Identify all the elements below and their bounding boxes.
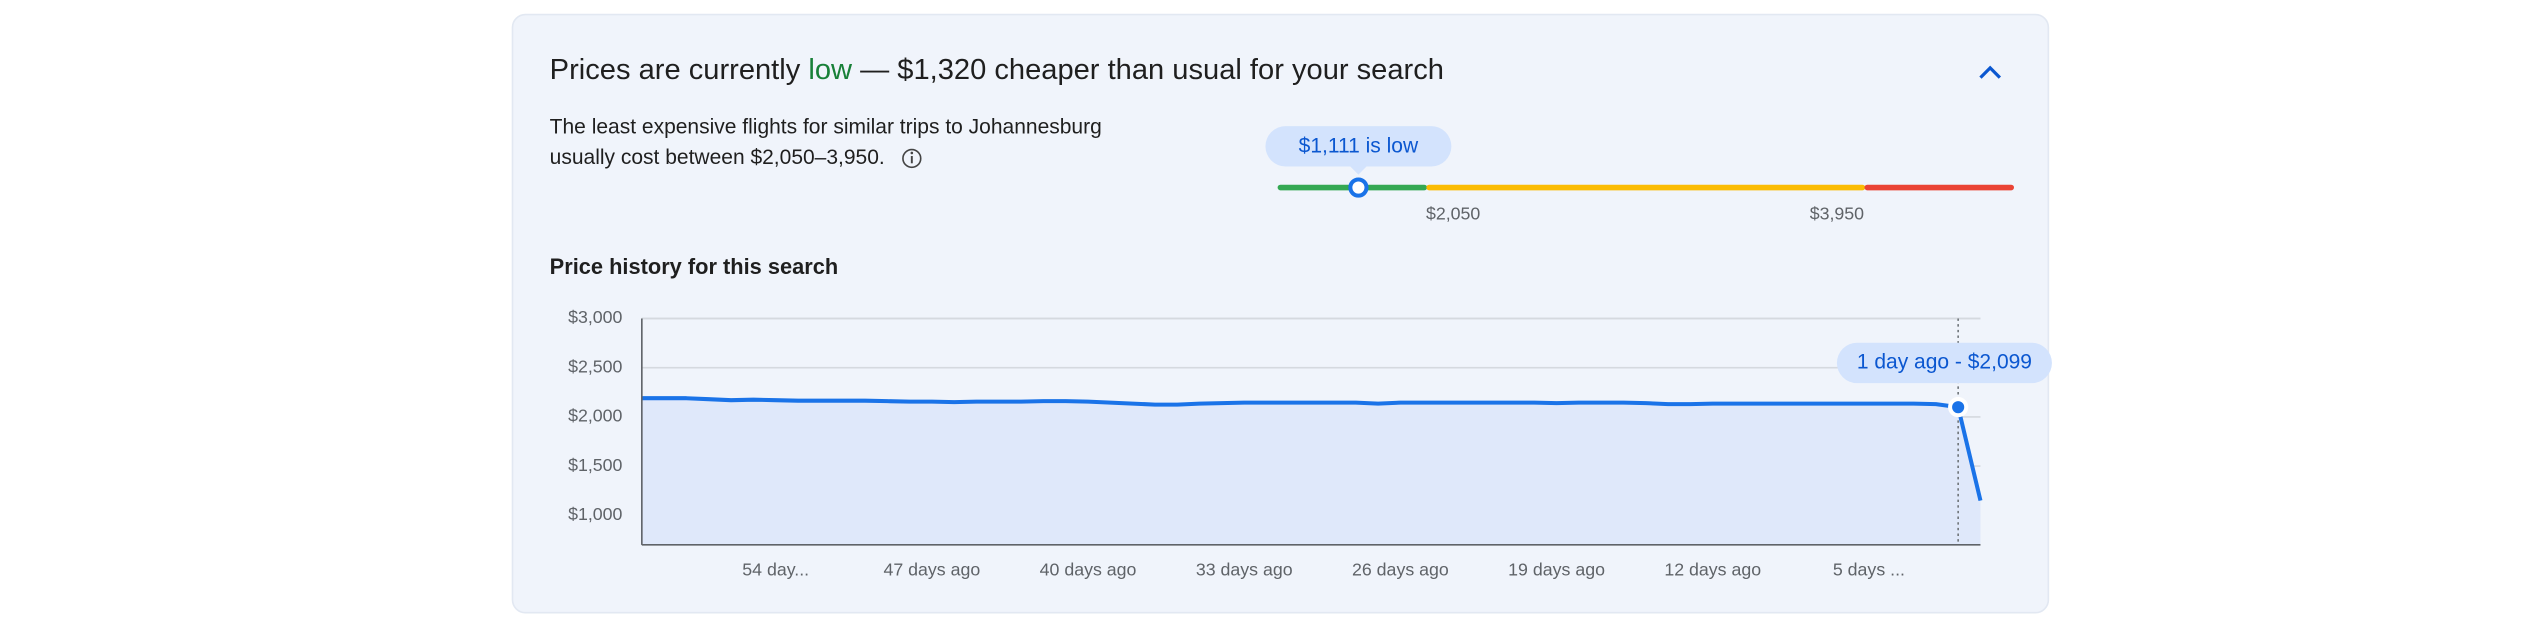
headline-part: Prices are currently (550, 54, 809, 86)
y-tick-label: $3,000 (568, 307, 622, 327)
area (641, 398, 1981, 545)
collapse-button[interactable] (1979, 65, 2002, 79)
y-tick-label: $2,500 (568, 356, 622, 376)
current-label: $1,111 is low (1299, 135, 1419, 158)
y-tick-label: $1,500 (568, 455, 622, 475)
x-tick-label: 26 days ago (1352, 559, 1449, 579)
headline: Prices are currently low — $1,320 cheape… (550, 54, 1444, 86)
current-bubble (1265, 126, 1452, 175)
headline-part: — $1,320 cheaper than usual for your sea… (852, 54, 1444, 86)
headline-low: low (808, 54, 853, 86)
range-high-label: $3,950 (1810, 204, 1864, 224)
x-tick-label: 5 days ... (1833, 559, 1905, 579)
x-tick-label: 33 days ago (1196, 559, 1293, 579)
y-tick-label: $2,000 (568, 406, 622, 426)
description: usually cost between $2,050–3,950. (550, 146, 885, 169)
description: The least expensive flights for similar … (550, 115, 1102, 138)
tooltip-text: 1 day ago - $2,099 (1857, 351, 2032, 374)
info-icon[interactable] (902, 148, 922, 169)
x-tick-label: 12 days ago (1664, 559, 1761, 579)
x-tick-label: 19 days ago (1508, 559, 1605, 579)
line (641, 396, 1983, 502)
x-tick-label: 40 days ago (1040, 559, 1137, 579)
y-tick-label: $1,000 (568, 504, 622, 524)
chart-title: Price history for this search (550, 254, 839, 279)
current-marker (1348, 177, 1369, 198)
x-tick-label: 47 days ago (883, 559, 980, 579)
range-low-label: $2,050 (1426, 204, 1480, 224)
tooltip (1836, 342, 2052, 384)
x-tick-label: 54 day... (742, 559, 809, 579)
hover-point (1948, 397, 1969, 418)
